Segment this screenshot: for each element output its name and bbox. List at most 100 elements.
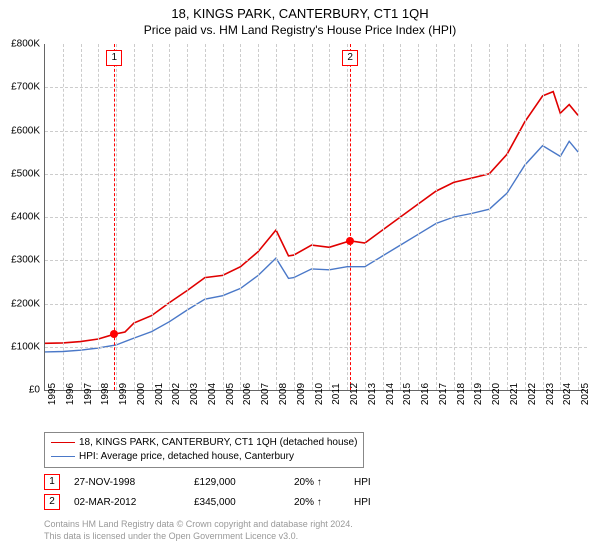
transaction-index: 2 xyxy=(44,494,60,510)
x-axis-label: 2004 xyxy=(207,383,218,405)
legend-item: 18, KINGS PARK, CANTERBURY, CT1 1QH (det… xyxy=(51,436,357,450)
transaction-price: £129,000 xyxy=(194,477,294,488)
gridline-vertical xyxy=(507,44,508,390)
x-axis-label: 2017 xyxy=(438,383,449,405)
transaction-pct: 20% ↑ xyxy=(294,477,354,488)
transaction-marker-dot xyxy=(346,237,354,245)
gridline-vertical xyxy=(329,44,330,390)
gridline-horizontal xyxy=(45,217,587,218)
gridline-vertical xyxy=(223,44,224,390)
x-axis-label: 2007 xyxy=(260,383,271,405)
gridline-horizontal xyxy=(45,347,587,348)
gridline-vertical xyxy=(365,44,366,390)
chart-title: 18, KINGS PARK, CANTERBURY, CT1 1QH xyxy=(0,0,600,21)
x-axis-label: 2011 xyxy=(331,383,342,405)
gridline-vertical xyxy=(454,44,455,390)
x-axis-label: 2013 xyxy=(367,383,378,405)
transaction-table: 1 27-NOV-1998£129,00020% ↑HPI 2 02-MAR-2012… xyxy=(44,472,371,512)
gridline-vertical xyxy=(63,44,64,390)
gridline-vertical xyxy=(116,44,117,390)
x-axis-label: 2016 xyxy=(420,383,431,405)
gridline-vertical xyxy=(98,44,99,390)
transaction-marker-dot xyxy=(110,330,118,338)
gridline-horizontal xyxy=(45,131,587,132)
gridline-vertical xyxy=(205,44,206,390)
y-axis-label: £300K xyxy=(11,255,40,266)
transaction-row: 1 27-NOV-1998£129,00020% ↑HPI xyxy=(44,472,371,492)
x-axis-label: 2000 xyxy=(136,383,147,405)
x-axis-label: 2005 xyxy=(225,383,236,405)
gridline-vertical xyxy=(471,44,472,390)
gridline-vertical xyxy=(489,44,490,390)
gridline-vertical xyxy=(276,44,277,390)
transaction-date: 27-NOV-1998 xyxy=(74,477,194,488)
x-axis-label: 1997 xyxy=(83,383,94,405)
attribution-line: Contains HM Land Registry data © Crown c… xyxy=(44,518,353,530)
x-axis-label: 2008 xyxy=(278,383,289,405)
x-axis-label: 2002 xyxy=(171,383,182,405)
transaction-price: £345,000 xyxy=(194,497,294,508)
legend-item: HPI: Average price, detached house, Cant… xyxy=(51,450,357,464)
transaction-index: 1 xyxy=(44,474,60,490)
legend-swatch xyxy=(51,456,75,457)
gridline-vertical xyxy=(543,44,544,390)
transaction-vs: HPI xyxy=(354,477,371,488)
gridline-vertical xyxy=(169,44,170,390)
gridline-vertical xyxy=(560,44,561,390)
x-axis-label: 2015 xyxy=(402,383,413,405)
x-axis-label: 2020 xyxy=(491,383,502,405)
gridline-vertical xyxy=(240,44,241,390)
gridline-vertical xyxy=(294,44,295,390)
x-axis-label: 2001 xyxy=(154,383,165,405)
y-axis-label: £0 xyxy=(29,385,40,396)
transaction-row: 2 02-MAR-2012£345,00020% ↑HPI xyxy=(44,492,371,512)
y-axis-label: £100K xyxy=(11,341,40,352)
gridline-vertical xyxy=(578,44,579,390)
gridline-vertical xyxy=(134,44,135,390)
transaction-marker-box: 2 xyxy=(342,50,358,66)
gridline-vertical xyxy=(383,44,384,390)
transaction-pct: 20% ↑ xyxy=(294,497,354,508)
gridline-horizontal xyxy=(45,174,587,175)
gridline-horizontal xyxy=(45,260,587,261)
transaction-date: 02-MAR-2012 xyxy=(74,497,194,508)
gridline-vertical xyxy=(152,44,153,390)
x-axis-label: 2009 xyxy=(296,383,307,405)
legend-label: HPI: Average price, detached house, Cant… xyxy=(79,451,294,462)
chart-plot-area: 12 xyxy=(44,44,587,391)
chart-subtitle: Price paid vs. HM Land Registry's House … xyxy=(0,21,600,41)
y-axis-label: £600K xyxy=(11,125,40,136)
attribution-line: This data is licensed under the Open Gov… xyxy=(44,530,353,542)
gridline-vertical xyxy=(347,44,348,390)
gridline-vertical xyxy=(312,44,313,390)
legend-label: 18, KINGS PARK, CANTERBURY, CT1 1QH (det… xyxy=(79,437,357,448)
x-axis-label: 1999 xyxy=(118,383,129,405)
transaction-vs: HPI xyxy=(354,497,371,508)
x-axis-label: 1998 xyxy=(100,383,111,405)
x-axis-label: 2024 xyxy=(562,383,573,405)
x-axis-label: 2012 xyxy=(349,383,360,405)
x-axis-label: 2010 xyxy=(314,383,325,405)
attribution: Contains HM Land Registry data © Crown c… xyxy=(44,518,353,542)
y-axis-label: £800K xyxy=(11,39,40,50)
x-axis-label: 2003 xyxy=(189,383,200,405)
x-axis-label: 2019 xyxy=(473,383,484,405)
gridline-vertical xyxy=(400,44,401,390)
legend: 18, KINGS PARK, CANTERBURY, CT1 1QH (det… xyxy=(44,432,364,468)
transaction-marker-line xyxy=(350,44,351,390)
x-axis-label: 2023 xyxy=(545,383,556,405)
legend-swatch xyxy=(51,442,75,443)
gridline-vertical xyxy=(418,44,419,390)
gridline-vertical xyxy=(525,44,526,390)
y-axis-label: £700K xyxy=(11,82,40,93)
gridline-horizontal xyxy=(45,87,587,88)
x-axis-label: 1996 xyxy=(65,383,76,405)
gridline-horizontal xyxy=(45,304,587,305)
y-axis-label: £400K xyxy=(11,212,40,223)
x-axis-label: 2018 xyxy=(456,383,467,405)
gridline-vertical xyxy=(436,44,437,390)
transaction-marker-box: 1 xyxy=(106,50,122,66)
y-axis-label: £200K xyxy=(11,298,40,309)
gridline-vertical xyxy=(81,44,82,390)
x-axis-label: 2022 xyxy=(527,383,538,405)
